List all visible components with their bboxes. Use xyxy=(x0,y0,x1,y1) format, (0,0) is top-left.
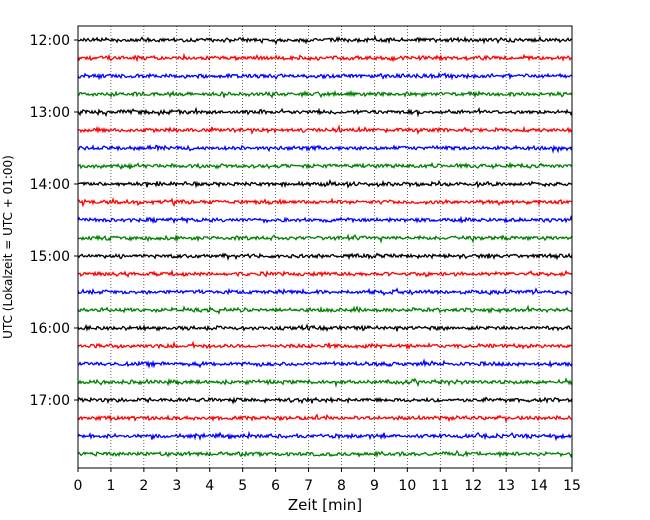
seismogram-trace xyxy=(77,430,573,442)
x-tick-label: 7 xyxy=(304,478,313,494)
seismogram-trace xyxy=(77,52,573,63)
seismogram-trace xyxy=(77,106,573,118)
seismogram-trace xyxy=(77,252,573,261)
x-tick-label: 15 xyxy=(563,478,581,494)
x-tick-label: 13 xyxy=(497,478,515,494)
y-tick-label: 13:00 xyxy=(30,105,70,121)
x-tick-label: 10 xyxy=(398,478,416,494)
seismogram-trace xyxy=(77,358,573,370)
seismogram-trace xyxy=(77,287,573,297)
y-axis-label: UTC (Lokalzeit = UTC + 01:00) xyxy=(1,155,15,339)
x-tick-label: 0 xyxy=(74,478,83,494)
seismogram-trace xyxy=(77,89,573,99)
y-tick-label: 12:00 xyxy=(30,33,70,49)
seismogram-trace xyxy=(77,449,573,459)
seismogram-trace xyxy=(77,233,573,244)
y-tick-label: 16:00 xyxy=(30,321,70,337)
seismogram-trace xyxy=(77,215,573,225)
y-tick-label: 14:00 xyxy=(30,177,70,193)
seismogram-trace xyxy=(77,197,573,208)
x-tick-label: 9 xyxy=(370,478,379,494)
x-axis-ticks: 0 1 2 3 4 5 6 7 8 9 10 11 12 13 14 15 xyxy=(74,468,581,494)
x-tick-label: 6 xyxy=(271,478,280,494)
seismogram-trace xyxy=(77,144,573,154)
x-tick-label: 11 xyxy=(431,478,449,494)
seismogram-trace xyxy=(77,377,573,389)
plot-frame xyxy=(77,25,573,469)
x-tick-label: 8 xyxy=(337,478,346,494)
seismogram-trace xyxy=(77,413,573,424)
seismogram-trace xyxy=(77,323,573,332)
trace-group xyxy=(77,34,573,459)
y-axis-ticks: 12:00 13:00 14:00 15:00 16:00 17:00 xyxy=(30,33,78,409)
seismogram-trace xyxy=(77,124,573,136)
y-tick-label: 15:00 xyxy=(30,249,70,265)
x-tick-label: 3 xyxy=(172,478,181,494)
y-tick-label: 17:00 xyxy=(30,393,70,409)
x-tick-label: 4 xyxy=(205,478,214,494)
x-tick-label: 5 xyxy=(238,478,247,494)
seismogram-trace xyxy=(77,396,573,405)
x-tick-label: 12 xyxy=(464,478,482,494)
seismogram-trace xyxy=(77,71,573,81)
x-tick-label: 2 xyxy=(139,478,148,494)
seismogram-trace xyxy=(77,269,573,279)
x-axis-label: Zeit [min] xyxy=(288,496,362,514)
seismogram-trace xyxy=(77,178,573,189)
seismogram-trace xyxy=(77,34,573,45)
seismogram-trace xyxy=(77,340,573,351)
grid-lines xyxy=(110,26,540,468)
seismogram-trace xyxy=(77,304,573,315)
x-tick-label: 14 xyxy=(530,478,548,494)
x-tick-label: 1 xyxy=(106,478,115,494)
seismogram-trace xyxy=(77,161,573,171)
